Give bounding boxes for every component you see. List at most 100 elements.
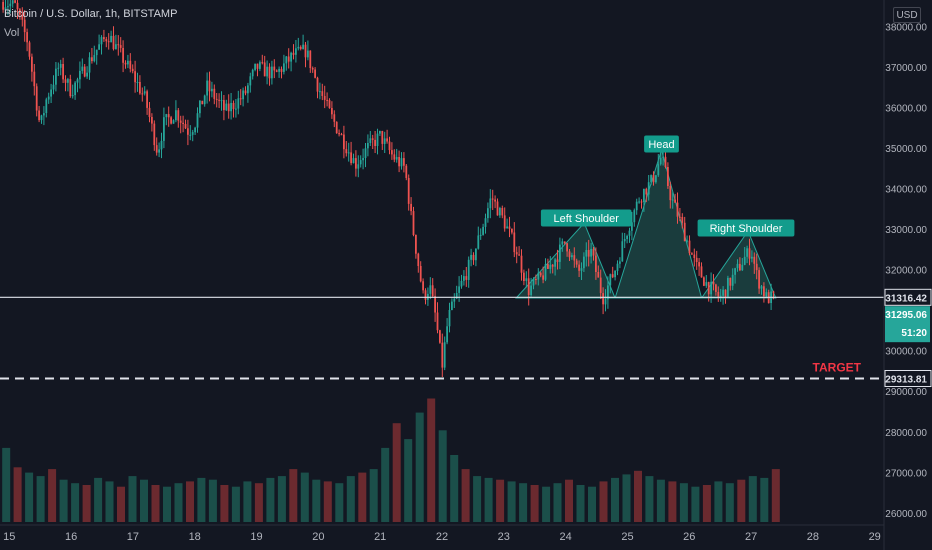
last-price-tag-bg [885, 306, 930, 343]
candle-body [302, 44, 304, 49]
target-price-tag-bg [885, 370, 930, 387]
neckline-price-tag-bg [885, 289, 930, 306]
candle-body [148, 107, 151, 117]
candle-body [215, 98, 218, 100]
volume-bar [208, 479, 217, 522]
candle-body [172, 120, 175, 124]
volume-bar [231, 486, 240, 522]
candle-body [743, 256, 746, 265]
candle-body [139, 82, 141, 94]
candle-body [371, 138, 374, 140]
time-tick-label: 18 [189, 531, 201, 543]
candle-body [271, 66, 273, 79]
candle-body [628, 230, 631, 236]
candle-body [62, 64, 64, 80]
price-tick-label: 35000.00 [885, 144, 927, 155]
candle-body [364, 148, 367, 158]
candle-body [223, 100, 225, 111]
candle-body [307, 50, 309, 58]
volume-indicator-label[interactable]: Vol [4, 27, 20, 39]
candle-body [551, 264, 554, 267]
candle-body [52, 84, 55, 90]
volume-bar [312, 479, 321, 522]
candle-body [734, 268, 736, 275]
candle-body [633, 210, 636, 223]
volume-bar [427, 398, 436, 522]
candle-body [503, 215, 506, 229]
candle-body [482, 226, 484, 235]
candle-body [311, 68, 314, 70]
volume-bar [668, 481, 677, 522]
volume-bar [656, 479, 665, 522]
candle-body [571, 255, 573, 258]
candle-body [410, 203, 412, 212]
candle-body [201, 100, 204, 105]
candle-body [11, 0, 14, 4]
candle-body [242, 90, 244, 100]
candle-body [691, 253, 693, 255]
candle-body [343, 134, 345, 150]
candle-body [638, 201, 640, 203]
candle-body [40, 115, 43, 121]
candle-body [640, 201, 643, 203]
candle-body [647, 182, 650, 195]
candle-body [487, 208, 489, 219]
candle-body [669, 186, 672, 201]
candle-body [431, 285, 434, 297]
volume-bar [323, 481, 332, 522]
candle-body [463, 276, 465, 281]
candle-body [566, 243, 568, 252]
volume-bar [381, 447, 390, 522]
currency-button[interactable]: USD [893, 7, 921, 23]
time-tick-label: 26 [683, 531, 695, 543]
candle-body [55, 68, 57, 85]
candle-body [218, 99, 220, 101]
volume-bar [289, 469, 298, 522]
candle-body [182, 122, 184, 124]
candle-body [585, 250, 588, 257]
candle-body [326, 99, 328, 101]
candle-body [415, 235, 417, 254]
candle-body [590, 248, 592, 257]
candle-body [331, 108, 333, 115]
volume-bar [725, 483, 734, 522]
candle-body [513, 232, 516, 253]
candle-body [422, 281, 424, 291]
volume-bar [484, 477, 493, 522]
candle-body [717, 291, 720, 297]
candle-body [263, 62, 266, 77]
candle-body [206, 80, 208, 96]
target-price-tag: 29313.81 [885, 375, 927, 386]
candle-body [124, 62, 127, 65]
volume-bar [519, 483, 528, 522]
candle-body [203, 95, 206, 105]
time-tick-label: 21 [374, 531, 386, 543]
price-tick-label: 33000.00 [885, 225, 927, 236]
candle-body [398, 157, 400, 167]
candle-body [93, 55, 96, 62]
candle-body [232, 103, 235, 110]
candle-body [698, 262, 700, 267]
candle-body [537, 272, 540, 280]
candle-body [158, 149, 160, 153]
candle-body [530, 285, 532, 295]
candle-body [623, 239, 626, 242]
candle-body [455, 293, 458, 299]
candle-body [609, 274, 612, 286]
candle-body [112, 35, 115, 50]
candle-body [7, 6, 9, 8]
candle-body [43, 113, 45, 116]
candle-body [103, 37, 105, 40]
candle-body [141, 93, 144, 95]
candle-body [712, 281, 715, 285]
candle-body [83, 66, 86, 77]
candle-body [23, 19, 26, 33]
candle-body [472, 254, 475, 261]
candle-body [679, 216, 681, 218]
candle-body [14, 0, 16, 3]
candle-body [259, 62, 261, 69]
candle-body [441, 342, 444, 368]
candle-body [419, 266, 422, 282]
volume-bar [220, 485, 229, 522]
